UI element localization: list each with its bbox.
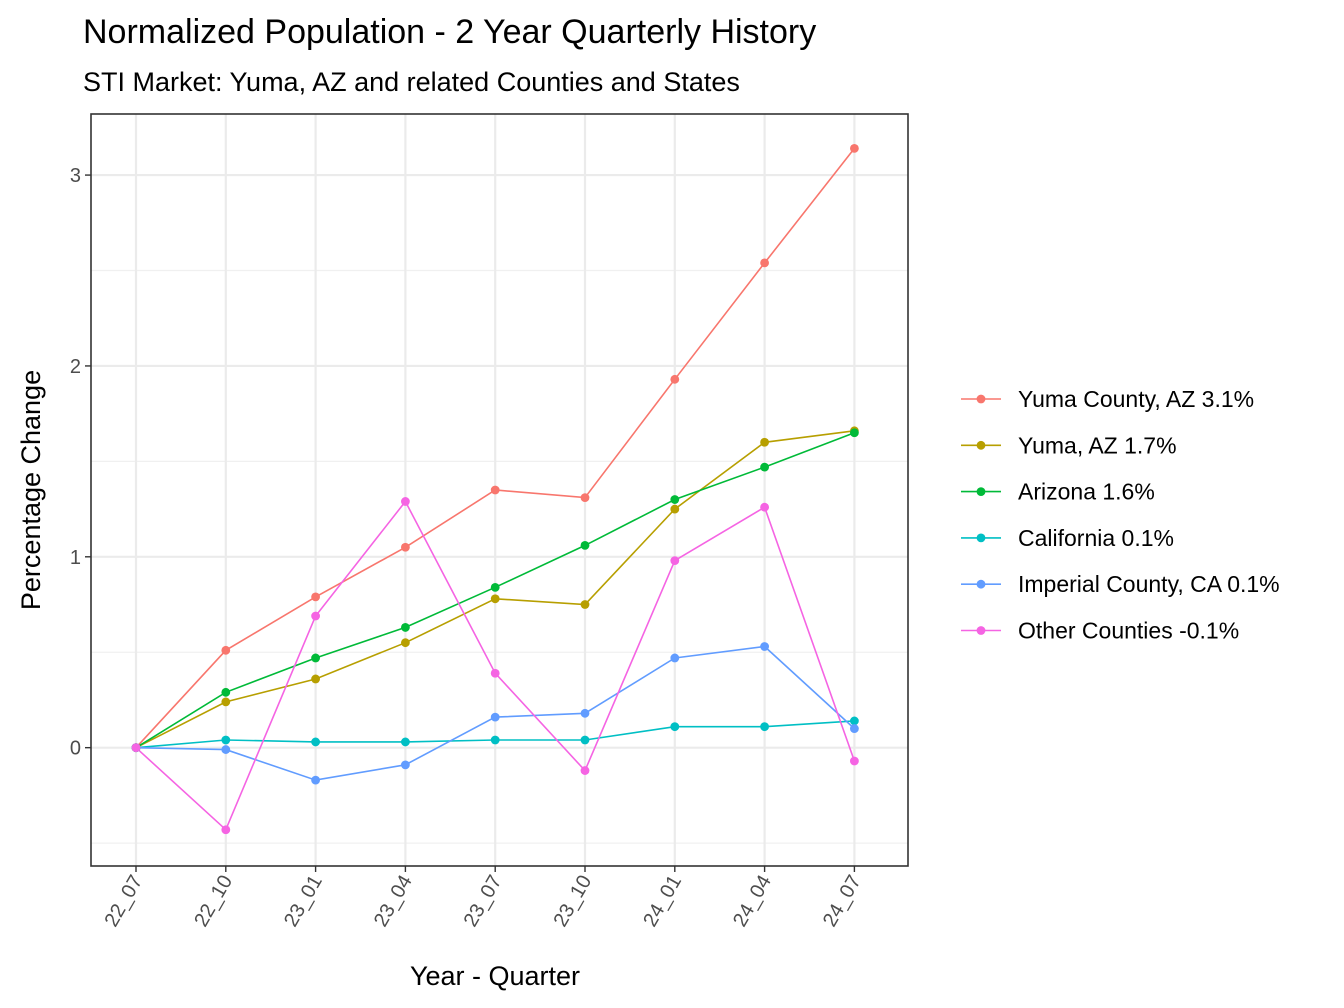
plot-panel	[90, 113, 909, 867]
data-point-5-6	[670, 556, 680, 566]
data-point-0-7	[760, 258, 769, 268]
x-tick-label: 23_07	[460, 872, 507, 931]
y-axis: 0 1 2 3	[70, 165, 91, 760]
data-point-2-3	[401, 623, 410, 632]
data-point-1-5	[580, 600, 590, 609]
data-point-2-8	[850, 428, 859, 438]
legend-key-point	[976, 533, 986, 543]
data-point-5-1	[221, 825, 231, 835]
data-point-0-1	[221, 645, 231, 655]
x-axis: 22_07 22_10 23_01 23_04 23_07 23_10 24_01 24_04…	[100, 866, 866, 931]
data-point-2-2	[311, 653, 320, 663]
plot-border	[90, 113, 909, 867]
data-point-4-7	[760, 642, 769, 651]
chart-title: Normalized Population - 2 Year Quarterly…	[83, 13, 816, 51]
legend-label: Yuma, AZ 1.7%	[1018, 432, 1177, 458]
x-tick-label: 24_04	[729, 872, 776, 931]
y-tick-label: 1	[70, 547, 81, 569]
x-tick-label: 22_07	[100, 872, 147, 931]
legend-item-4: Imperial County, CA 0.1%	[961, 571, 1280, 597]
x-tick-label: 23_10	[549, 872, 596, 931]
legend-item-2: Arizona 1.6%	[961, 479, 1155, 505]
data-point-1-1	[221, 697, 231, 707]
legend-label: Arizona 1.6%	[1018, 479, 1155, 505]
legend-label: Yuma County, AZ 3.1%	[1018, 386, 1254, 412]
y-tick-label: 3	[70, 165, 81, 187]
data-point-0-4	[490, 485, 500, 495]
legend-key-point	[976, 394, 986, 404]
data-point-4-2	[311, 775, 320, 785]
data-point-3-3	[401, 737, 410, 747]
data-point-1-2	[311, 674, 320, 684]
data-point-2-6	[670, 495, 680, 504]
legend-item-0: Yuma County, AZ 3.1%	[961, 386, 1254, 412]
data-point-2-4	[490, 582, 500, 592]
data-point-4-5	[580, 708, 590, 718]
x-axis-title: Year - Quarter	[410, 961, 580, 991]
data-point-4-6	[670, 653, 680, 663]
data-point-0-3	[401, 542, 410, 552]
data-point-1-7	[760, 437, 769, 447]
x-tick-label: 23_04	[370, 872, 417, 931]
legend-item-5: Other Counties -0.1%	[961, 618, 1239, 644]
data-point-5-3	[401, 497, 410, 506]
data-point-3-1	[221, 735, 231, 745]
data-point-5-7	[760, 502, 769, 512]
chart-subtitle: STI Market: Yuma, AZ and related Countie…	[83, 67, 740, 97]
data-point-0-6	[670, 374, 680, 384]
series-points	[131, 143, 859, 835]
y-axis-title: Percentage Change	[16, 370, 46, 610]
data-point-0-8	[850, 143, 859, 153]
data-point-4-4	[490, 712, 500, 722]
data-point-3-5	[580, 735, 590, 745]
x-tick-label: 22_10	[190, 872, 237, 931]
data-point-1-3	[401, 638, 410, 648]
legend-key-point	[976, 487, 986, 496]
data-point-5-0	[131, 743, 141, 753]
data-point-2-1	[221, 687, 231, 697]
data-point-5-2	[311, 611, 320, 621]
legend: Yuma County, AZ 3.1% Yuma, AZ 1.7% Arizona…	[961, 386, 1280, 644]
legend-label: Other Counties -0.1%	[1018, 618, 1239, 644]
legend-key-point	[976, 626, 986, 635]
y-tick-label: 0	[70, 738, 81, 760]
data-point-4-1	[221, 745, 231, 754]
data-point-1-4	[490, 594, 500, 604]
data-point-3-7	[760, 722, 769, 732]
legend-label: Imperial County, CA 0.1%	[1018, 571, 1280, 597]
data-point-2-7	[760, 462, 769, 472]
data-point-3-8	[850, 716, 859, 726]
x-tick-label: 24_01	[639, 872, 686, 931]
data-point-3-2	[311, 737, 320, 747]
data-point-5-8	[850, 756, 859, 766]
data-point-1-6	[670, 504, 680, 514]
data-point-0-5	[580, 493, 590, 503]
data-point-3-6	[670, 722, 680, 732]
y-tick-label: 2	[70, 356, 81, 378]
legend-key-point	[976, 440, 986, 450]
data-point-2-5	[580, 540, 590, 550]
data-point-4-8	[850, 724, 859, 733]
data-point-5-4	[490, 668, 500, 678]
x-tick-label: 23_01	[280, 872, 327, 931]
legend-item-1: Yuma, AZ 1.7%	[961, 432, 1177, 458]
data-point-3-4	[490, 735, 500, 745]
data-point-5-5	[580, 766, 590, 775]
data-point-0-2	[311, 592, 320, 602]
legend-label: California 0.1%	[1018, 525, 1174, 551]
x-tick-label: 24_07	[819, 872, 866, 931]
legend-item-3: California 0.1%	[961, 525, 1174, 551]
data-point-4-3	[401, 760, 410, 770]
legend-key-point	[976, 579, 986, 589]
